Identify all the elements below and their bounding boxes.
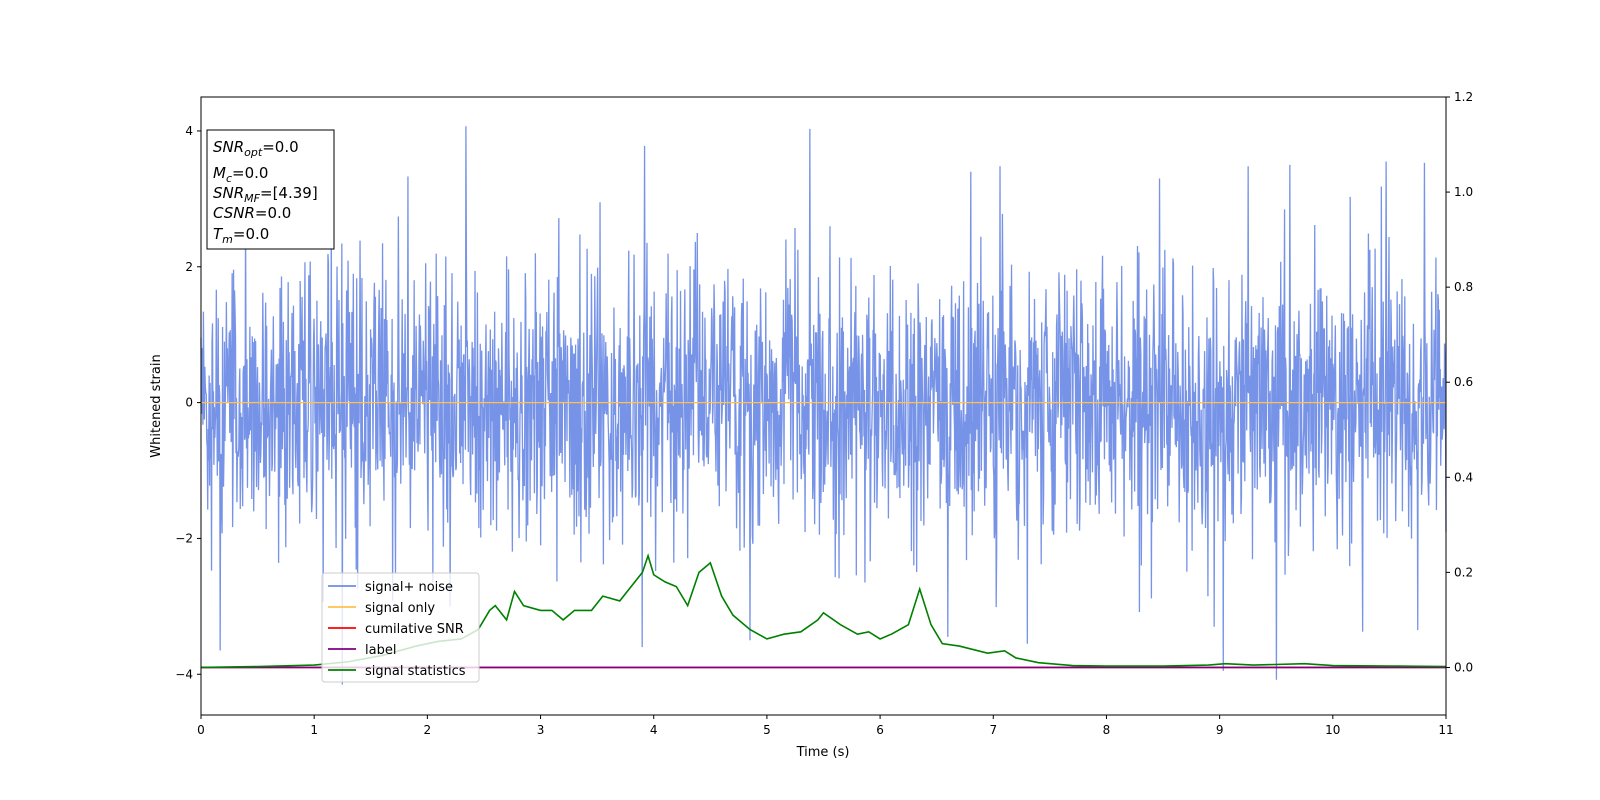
y-tick-label: −2 bbox=[175, 531, 193, 545]
info-snr-mf-value: =[4.39] bbox=[260, 184, 318, 202]
info-snr-mf: SNRMF=[4.39] bbox=[213, 184, 318, 205]
y-tick-label: 2 bbox=[185, 260, 193, 274]
series-line-signal-statistics bbox=[200, 553, 1447, 669]
x-tick-label: 10 bbox=[1325, 723, 1340, 737]
x-tick-label: 9 bbox=[1216, 723, 1224, 737]
info-box-frame bbox=[206, 129, 335, 250]
x-tick-label: 0 bbox=[197, 723, 205, 737]
x-tick-label: 1 bbox=[310, 723, 318, 737]
x-tick-label: 5 bbox=[763, 723, 771, 737]
info-snr-opt: SNRopt=0.0 bbox=[213, 138, 299, 159]
y2-tick-label: 1.0 bbox=[1454, 185, 1473, 199]
legend-label: signal only bbox=[365, 601, 435, 616]
info-mc-value: =0.0 bbox=[232, 164, 268, 182]
y-axis-label: Whitened strain bbox=[149, 354, 164, 457]
info-csnr-value: =0.0 bbox=[255, 204, 291, 222]
x-tick-label: 7 bbox=[989, 723, 997, 737]
info-csnr: CSNR=0.0 bbox=[213, 204, 291, 222]
y2-tick-label: 0.2 bbox=[1454, 565, 1473, 579]
legend-frame bbox=[321, 572, 480, 683]
legend-label: label bbox=[365, 643, 396, 658]
y2-tick-label: 0.0 bbox=[1454, 660, 1473, 674]
x-tick-label: 4 bbox=[650, 723, 658, 737]
info-box: SNRopt=0.0 Mc=0.0 SNRMF=[4.39] CSNR=0.0 … bbox=[206, 129, 335, 250]
series-line-signal-noise bbox=[200, 126, 1447, 685]
legend-label: signal+ noise bbox=[365, 580, 453, 595]
y-tick-label: −4 bbox=[175, 667, 193, 681]
x-tick-label: 6 bbox=[876, 723, 884, 737]
y2-tick-label: 0.6 bbox=[1454, 375, 1473, 389]
info-tm: Tm=0.0 bbox=[213, 225, 269, 246]
x-tick-label: 2 bbox=[424, 723, 432, 737]
info-mc: Mc=0.0 bbox=[213, 164, 268, 185]
legend-label: cumilative SNR bbox=[365, 622, 464, 637]
x-tick-label: 11 bbox=[1438, 723, 1453, 737]
y2-tick-label: 1.2 bbox=[1454, 90, 1473, 104]
y-tick-label: 4 bbox=[185, 124, 193, 138]
y2-tick-label: 0.8 bbox=[1454, 280, 1473, 294]
x-tick-label: 3 bbox=[537, 723, 545, 737]
x-axis-label: Time (s) bbox=[796, 745, 850, 760]
legend-label: signal statistics bbox=[365, 664, 466, 679]
axis-ticks: 0 1 2 3 4 5 6 7 8 9 10 11 −4 −2 0 2 4 0.0 0.2 0.4 0.6 0.8 1.0 1… bbox=[175, 90, 1473, 737]
legend: signal+ noise signal only cumilative SNR la… bbox=[321, 572, 480, 683]
info-snr-opt-value: =0.0 bbox=[262, 138, 298, 156]
axes-frame bbox=[200, 96, 1447, 716]
y2-tick-label: 0.4 bbox=[1454, 470, 1473, 484]
y-tick-label: 0 bbox=[185, 396, 193, 410]
x-tick-label: 8 bbox=[1103, 723, 1111, 737]
legend-entries: signal+ noise signal only cumilative SNR la… bbox=[328, 580, 466, 679]
info-tm-value: =0.0 bbox=[233, 225, 269, 243]
